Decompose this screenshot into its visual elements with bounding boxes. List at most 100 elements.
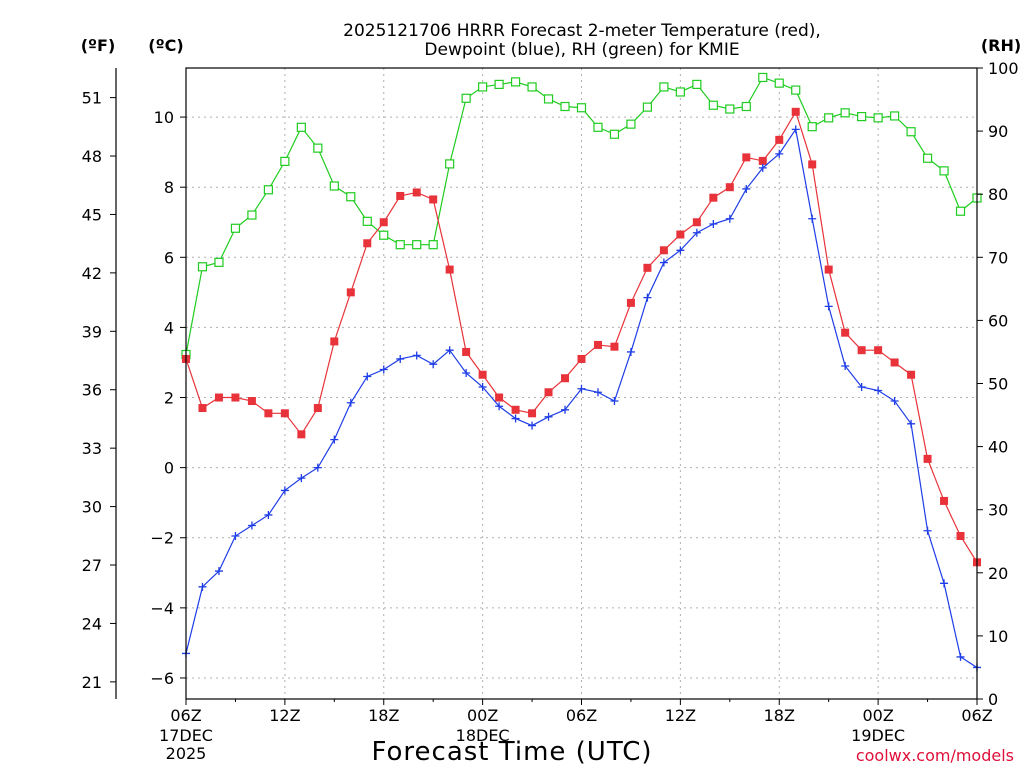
rh-tick-label: 90 xyxy=(988,122,1008,141)
rh-tick-label: 10 xyxy=(988,627,1008,646)
celsius-tick-label: −4 xyxy=(150,599,174,618)
temperature-marker xyxy=(907,370,916,379)
rh-marker xyxy=(527,82,537,92)
x-axis-title: Forecast Time (UTC) xyxy=(371,737,652,767)
x-tick-label: 18Z xyxy=(764,706,795,725)
dewpoint-marker xyxy=(577,384,586,393)
dewpoint-marker xyxy=(412,351,421,360)
dewpoint-marker xyxy=(676,246,685,255)
celsius-tick-label: −2 xyxy=(150,529,174,548)
rh-marker xyxy=(626,119,636,129)
rh-marker xyxy=(593,122,603,132)
axes xyxy=(110,67,983,705)
rh-marker xyxy=(725,104,735,114)
dewpoint-marker xyxy=(544,412,553,421)
temperature-marker xyxy=(330,337,339,346)
rh-marker xyxy=(395,240,405,250)
celsius-unit-label: (ºC) xyxy=(148,36,183,55)
temperature-marker xyxy=(643,263,652,272)
rh-marker xyxy=(329,181,339,191)
dewpoint-marker xyxy=(841,361,850,370)
temperature-marker xyxy=(445,265,454,274)
temperature-marker xyxy=(841,328,850,337)
rh-marker xyxy=(296,122,306,132)
temperature-marker xyxy=(561,374,570,383)
fahrenheit-tick-label: 24 xyxy=(82,614,102,633)
celsius-tick-label: 8 xyxy=(164,178,174,197)
rh-tick-label: 0 xyxy=(988,690,998,709)
temperature-marker xyxy=(346,288,355,297)
temperature-marker xyxy=(610,342,619,351)
temperature-marker xyxy=(742,153,751,162)
dewpoint-marker xyxy=(725,214,734,223)
temperature-marker xyxy=(874,346,883,355)
rh-marker xyxy=(758,72,768,83)
rh-marker xyxy=(560,101,570,112)
temperature-marker xyxy=(692,218,701,227)
rh-marker xyxy=(478,82,488,92)
rh-marker xyxy=(692,79,702,90)
x-tick-label: 12Z xyxy=(269,706,300,725)
rh-marker xyxy=(922,153,933,163)
dewpoint-marker xyxy=(824,302,833,311)
dewpoint-marker xyxy=(379,365,388,374)
dewpoint-marker xyxy=(626,347,635,356)
rh-marker xyxy=(362,216,372,226)
rh-marker xyxy=(824,113,834,123)
temperature-marker xyxy=(511,405,520,414)
temperature-marker xyxy=(363,239,372,248)
rh-marker xyxy=(214,257,224,267)
dewpoint-marker xyxy=(330,435,339,444)
temperature-marker xyxy=(214,393,223,402)
fahrenheit-tick-label: 30 xyxy=(82,498,102,517)
rh-marker xyxy=(197,262,208,272)
dewpoint-marker xyxy=(198,582,207,591)
credit-label: coolwx.com/models xyxy=(856,746,1014,765)
rh-tick-label: 60 xyxy=(988,311,1008,330)
dewpoint-marker xyxy=(874,386,883,395)
dewpoint-marker xyxy=(692,228,701,237)
rh-marker xyxy=(280,156,290,166)
dewpoint-marker xyxy=(791,125,800,134)
dewpoint-marker xyxy=(346,398,355,407)
dewpoint-marker xyxy=(709,219,718,228)
rh-marker xyxy=(379,230,389,240)
x-tick-label: 06Z xyxy=(170,706,201,725)
rh-marker xyxy=(313,143,323,153)
temperature-marker xyxy=(247,397,256,406)
temperature-marker xyxy=(528,409,537,418)
date-label-18dec: 18DEC xyxy=(456,726,510,745)
rh-marker xyxy=(494,79,504,90)
rh-marker xyxy=(412,240,422,250)
rh-tick-label: 80 xyxy=(988,185,1008,204)
rh-marker xyxy=(346,192,356,202)
date-label-19dec: 19DEC xyxy=(851,726,905,745)
dewpoint-marker xyxy=(610,397,619,406)
rh-tick-label: 50 xyxy=(988,375,1008,394)
dewpoint-marker xyxy=(313,463,322,472)
rh-marker xyxy=(955,206,966,216)
temperature-marker xyxy=(626,298,635,307)
temperature-marker xyxy=(577,354,586,363)
fahrenheit-tick-label: 45 xyxy=(82,205,102,224)
temperature-marker xyxy=(659,246,668,255)
temperature-marker xyxy=(593,340,602,349)
plot-frame xyxy=(185,67,978,700)
celsius-tick-label: 2 xyxy=(164,389,174,408)
dewpoint-marker xyxy=(214,567,223,576)
dewpoint-marker xyxy=(742,184,751,193)
fahrenheit-tick-label: 36 xyxy=(82,381,102,400)
dewpoint-marker xyxy=(643,293,652,302)
rh-marker xyxy=(708,100,718,110)
dewpoint-marker xyxy=(429,360,438,369)
rh-marker xyxy=(543,94,554,104)
dewpoint-marker xyxy=(462,368,471,377)
rh-marker xyxy=(247,210,257,220)
temperature-marker xyxy=(709,193,718,202)
dewpoint-marker xyxy=(758,163,767,172)
rh-marker xyxy=(609,129,620,139)
dewpoint-marker xyxy=(231,531,240,540)
temperature-marker xyxy=(198,404,207,413)
dewpoint-marker xyxy=(561,405,570,414)
temperature-marker xyxy=(313,404,322,413)
